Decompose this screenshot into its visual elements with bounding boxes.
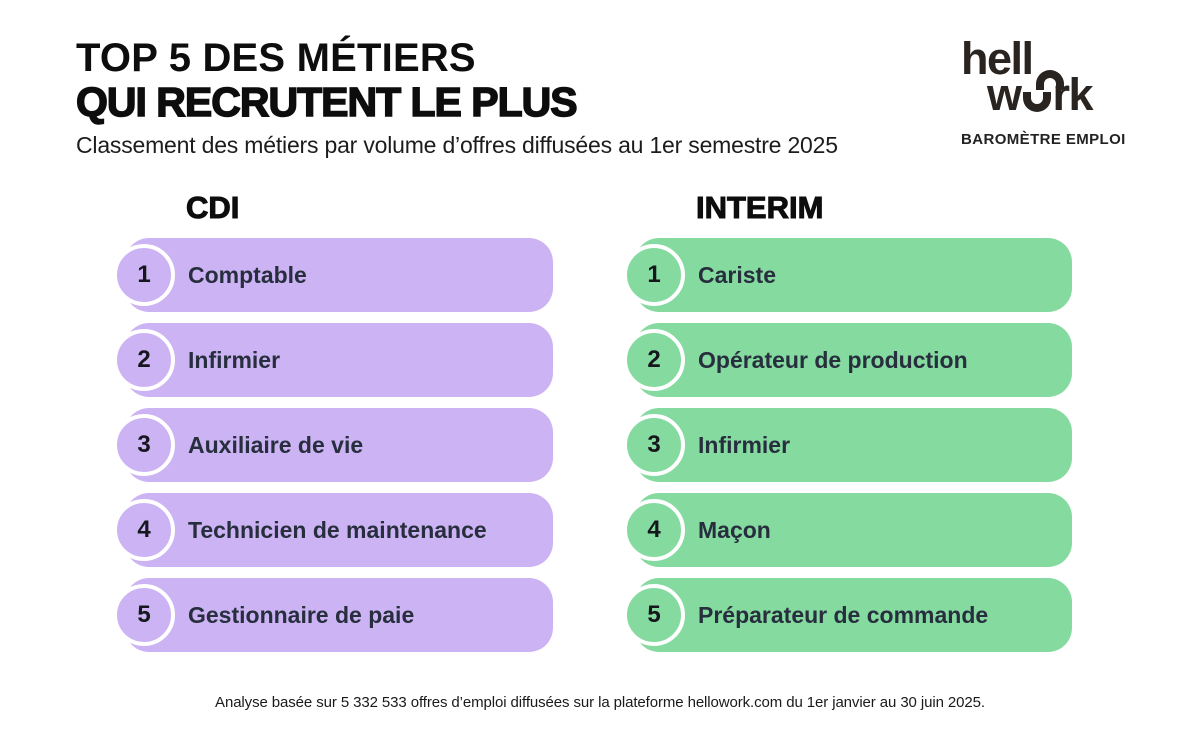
job-label: Comptable: [188, 261, 307, 288]
column-cdi-title: CDI: [186, 190, 240, 226]
rank-badge: 1: [623, 244, 685, 306]
ranking-row: 3 Auxiliaire de vie: [113, 408, 553, 482]
logo-line-1: hell: [961, 33, 1126, 91]
rank-number: 2: [647, 346, 661, 373]
rank-number: 4: [647, 516, 661, 543]
logo-text-w: w: [987, 69, 1022, 121]
rank-badge: 5: [623, 584, 685, 646]
ranking-bar: [125, 323, 553, 397]
rank-badge: 2: [113, 329, 175, 391]
rank-badge: 5: [113, 584, 175, 646]
ranking-bar: [635, 323, 1072, 397]
rank-number: 3: [647, 431, 661, 458]
job-label: Cariste: [698, 261, 776, 288]
rank-number: 5: [647, 601, 661, 628]
ranking-row: 3 Infirmier: [623, 408, 1072, 482]
rank-badge: 2: [623, 329, 685, 391]
job-label: Maçon: [698, 516, 771, 543]
ranking-bar: [125, 408, 553, 482]
rank-number: 1: [647, 261, 661, 288]
rank-badge: 4: [113, 499, 175, 561]
logo-text-rk: rk: [1052, 69, 1094, 121]
rank-badge: 3: [623, 414, 685, 476]
header: TOP 5 DES MÉTIERS QUI RECRUTENT LE PLUS …: [75, 36, 838, 159]
logo-text-hell: hell: [961, 33, 1034, 84]
ranking-bar: [125, 578, 553, 652]
ranking-row: 1 Cariste: [623, 238, 1072, 312]
column-interim: INTERIM 1 Cariste 2 Opérateur de product…: [623, 190, 1072, 663]
logo-o-arc-top-icon: [1035, 70, 1064, 91]
column-cdi: CDI 1 Comptable 2 Infirmier 3 Auxiliaire…: [113, 190, 553, 663]
rank-badge: 1: [113, 244, 175, 306]
rank-number: 1: [137, 261, 151, 288]
ranking-row: 5 Gestionnaire de paie: [113, 578, 553, 652]
page-title-line1: TOP 5 DES MÉTIERS: [76, 36, 476, 80]
logo-line-2: w rk: [987, 69, 1126, 121]
rank-badge: 3: [113, 414, 175, 476]
job-label: Gestionnaire de paie: [188, 601, 415, 628]
footer-note: Analyse basée sur 5 332 533 offres d’emp…: [215, 694, 985, 711]
job-label: Préparateur de commande: [698, 601, 989, 628]
page-title-line2: QUI RECRUTENT LE PLUS: [75, 79, 578, 125]
job-label: Infirmier: [188, 346, 281, 373]
ranking-bar: [635, 578, 1072, 652]
rank-badge: 4: [623, 499, 685, 561]
ranking-row: 2 Infirmier: [113, 323, 553, 397]
ranking-bar: [635, 493, 1072, 567]
rank-number: 3: [137, 431, 151, 458]
rank-number: 5: [137, 601, 151, 628]
job-label: Auxiliaire de vie: [188, 431, 364, 458]
ranking-row: 4 Maçon: [623, 493, 1072, 567]
ranking-row: 1 Comptable: [113, 238, 553, 312]
ranking-bar: [125, 493, 553, 567]
logo-tagline: BAROMÈTRE EMPLOI: [961, 130, 1126, 148]
logo-o-arc-bottom-icon: [1022, 91, 1051, 112]
ranking-row: 4 Technicien de maintenance: [113, 493, 553, 567]
ranking-row: 2 Opérateur de production: [623, 323, 1072, 397]
ranking-bar: [635, 408, 1072, 482]
rank-number: 2: [137, 346, 151, 373]
job-label: Technicien de maintenance: [188, 516, 487, 543]
ranking-row: 5 Préparateur de commande: [623, 578, 1072, 652]
column-interim-title: INTERIM: [696, 190, 824, 226]
rank-number: 4: [137, 516, 151, 543]
job-label: Infirmier: [698, 431, 791, 458]
hellowork-logo: hell w rk BAROMÈTRE EMPLOI: [961, 33, 1126, 148]
page-subtitle: Classement des métiers par volume d’offr…: [76, 132, 838, 158]
ranking-bar: [635, 238, 1072, 312]
ranking-bar: [125, 238, 553, 312]
job-label: Opérateur de production: [698, 346, 968, 373]
